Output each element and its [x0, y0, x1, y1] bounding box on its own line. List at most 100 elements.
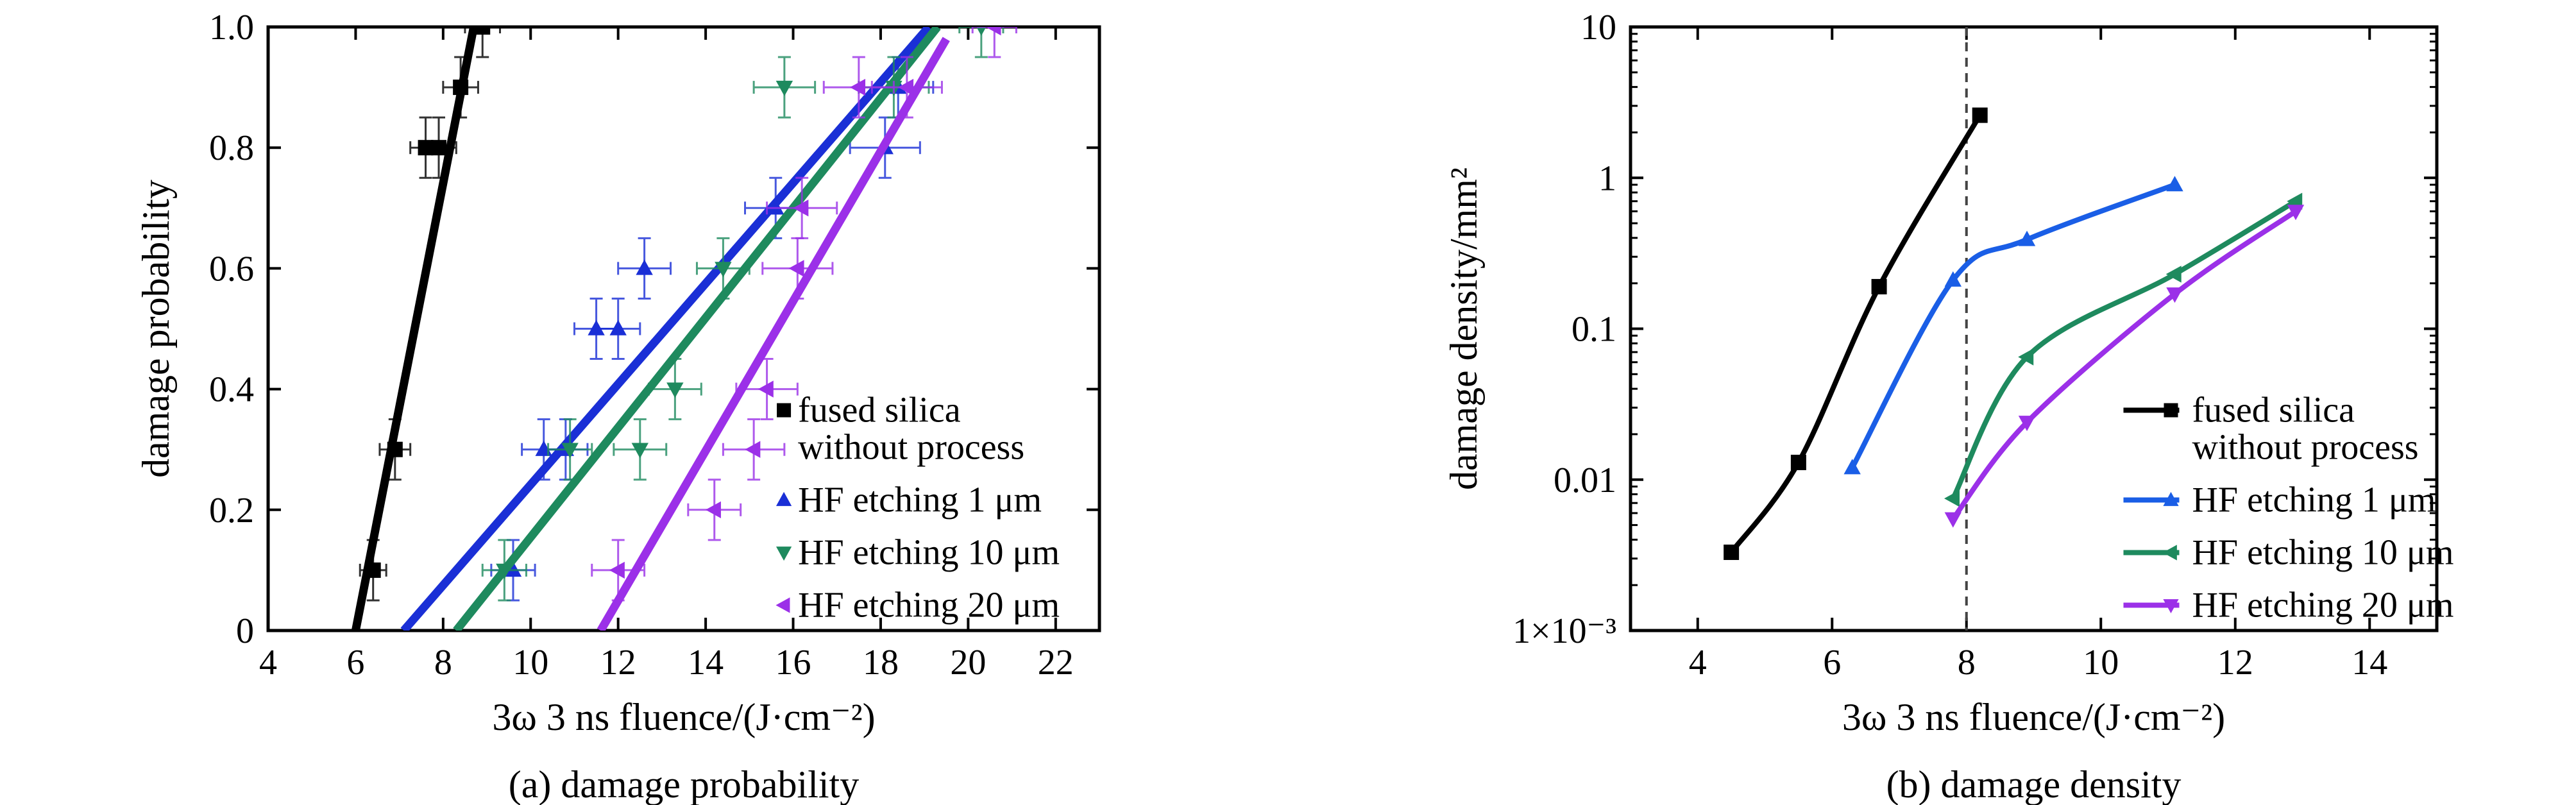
data-point: [365, 562, 381, 578]
data-point: [609, 319, 627, 335]
legend-item-3: HF etching 20 μm: [2123, 586, 2453, 625]
chart-panel-a: 4 6 8 10 12 14 16 18 20 22 0 0.2 0.4 0.6 0.8 1.0 3ω 3 ns…: [135, 8, 1101, 805]
x-tick-label: 18: [863, 643, 899, 682]
data-point: [745, 441, 761, 458]
legend-label: fused silica: [2192, 391, 2355, 430]
error-bar: [409, 116, 442, 179]
series-1: [1843, 176, 2183, 475]
legend-label: fused silica: [798, 391, 961, 430]
data-point: [1724, 545, 1740, 561]
data-point: [609, 561, 625, 579]
data-point: [636, 259, 653, 275]
data-point: [1944, 489, 1960, 507]
x-tick-label: 10: [2083, 643, 2119, 682]
y-axis-title: damage probability: [135, 180, 177, 478]
data-point: [2165, 266, 2182, 283]
legend-marker: [2164, 403, 2178, 418]
legend-marker: [775, 491, 792, 506]
chart-caption: (a) damage probability: [509, 763, 859, 805]
x-tick-label: 6: [1823, 643, 1841, 682]
series-line: [1850, 182, 2176, 470]
data-point: [1944, 271, 1962, 287]
legend-label: without process: [798, 428, 1024, 468]
y-tick-label: 1×10⁻³: [1513, 611, 1616, 651]
x-axis-title: 3ω 3 ns fluence/(J·cm⁻²): [492, 696, 875, 738]
series-0: [1724, 107, 1988, 561]
data-point: [715, 262, 732, 278]
data-point: [775, 80, 793, 96]
legend-marker: [2163, 599, 2179, 614]
data-point: [453, 80, 469, 96]
y-tick-label: 0: [236, 611, 254, 651]
plot-area: [1724, 27, 2305, 631]
series-line: [1729, 114, 1983, 554]
data-point: [2018, 230, 2036, 246]
y-tick-label: 0.6: [209, 249, 254, 289]
data-point: [2166, 287, 2183, 303]
legend-label: without process: [2192, 428, 2418, 468]
y-tick-label: 0.1: [1572, 310, 1616, 350]
data-point: [2166, 176, 2183, 192]
data-point: [666, 382, 684, 398]
series-2: [1944, 192, 2303, 507]
chart-caption: (b) damage density: [1886, 763, 2182, 805]
x-tick-label: 10: [513, 643, 548, 682]
series-line: [1951, 209, 2298, 521]
data-point: [898, 78, 914, 96]
x-tick-label: 14: [688, 643, 724, 682]
fit-line: [352, 27, 478, 631]
data-point: [387, 441, 403, 457]
data-point: [631, 443, 648, 459]
x-tick-label: 4: [1689, 643, 1707, 682]
y-tick-label: 1.0: [209, 8, 254, 47]
legend-item-2: HF etching 10 μm: [775, 533, 1060, 573]
data-point: [1944, 512, 1962, 528]
data-point: [793, 199, 809, 217]
fit-line: [453, 27, 941, 631]
data-point: [1972, 107, 1988, 123]
data-point: [2018, 348, 2034, 366]
x-tick-label: 8: [1958, 643, 1976, 682]
data-point: [504, 561, 522, 577]
series-line: [1951, 199, 2298, 500]
legend-marker: [2163, 491, 2179, 506]
data-point: [475, 27, 491, 35]
x-axis-title: 3ω 3 ns fluence/(J·cm⁻²): [1842, 696, 2225, 738]
data-point: [788, 260, 804, 277]
data-point: [561, 443, 579, 459]
data-point: [1790, 454, 1806, 470]
x-tick-label: 4: [259, 643, 277, 682]
data-point: [705, 501, 721, 518]
data-point: [850, 78, 866, 96]
legend-label: HF etching 1 μm: [2192, 480, 2436, 520]
data-point: [985, 27, 1001, 36]
series-3: [1944, 205, 2305, 528]
fit-line: [400, 27, 932, 631]
data-point: [767, 199, 784, 215]
y-tick-label: 0.4: [209, 370, 254, 410]
series-2: [453, 27, 1004, 631]
x-tick-label: 12: [600, 643, 636, 682]
legend-item-3: HF etching 20 μm: [775, 586, 1060, 625]
plot-frame: [266, 25, 1101, 632]
x-tick-label: 14: [2351, 643, 2387, 682]
legend-label: HF etching 1 μm: [798, 480, 1042, 520]
x-tick-label: 22: [1038, 643, 1074, 682]
x-tick-label: 12: [2217, 643, 2253, 682]
data-point: [2018, 416, 2036, 432]
y-tick-label: 0.8: [209, 128, 254, 168]
data-point: [758, 380, 774, 398]
legend-label: HF etching 10 μm: [2192, 533, 2453, 573]
series-3: [591, 27, 1017, 631]
legend-marker: [777, 403, 792, 418]
legend-item-1: HF etching 1 μm: [775, 480, 1042, 520]
x-tick-label: 8: [434, 643, 452, 682]
legend-marker: [2162, 545, 2177, 561]
legend-item-2: HF etching 10 μm: [2123, 533, 2453, 573]
data-point: [976, 27, 987, 36]
y-tick-label: 0.01: [1554, 461, 1616, 500]
